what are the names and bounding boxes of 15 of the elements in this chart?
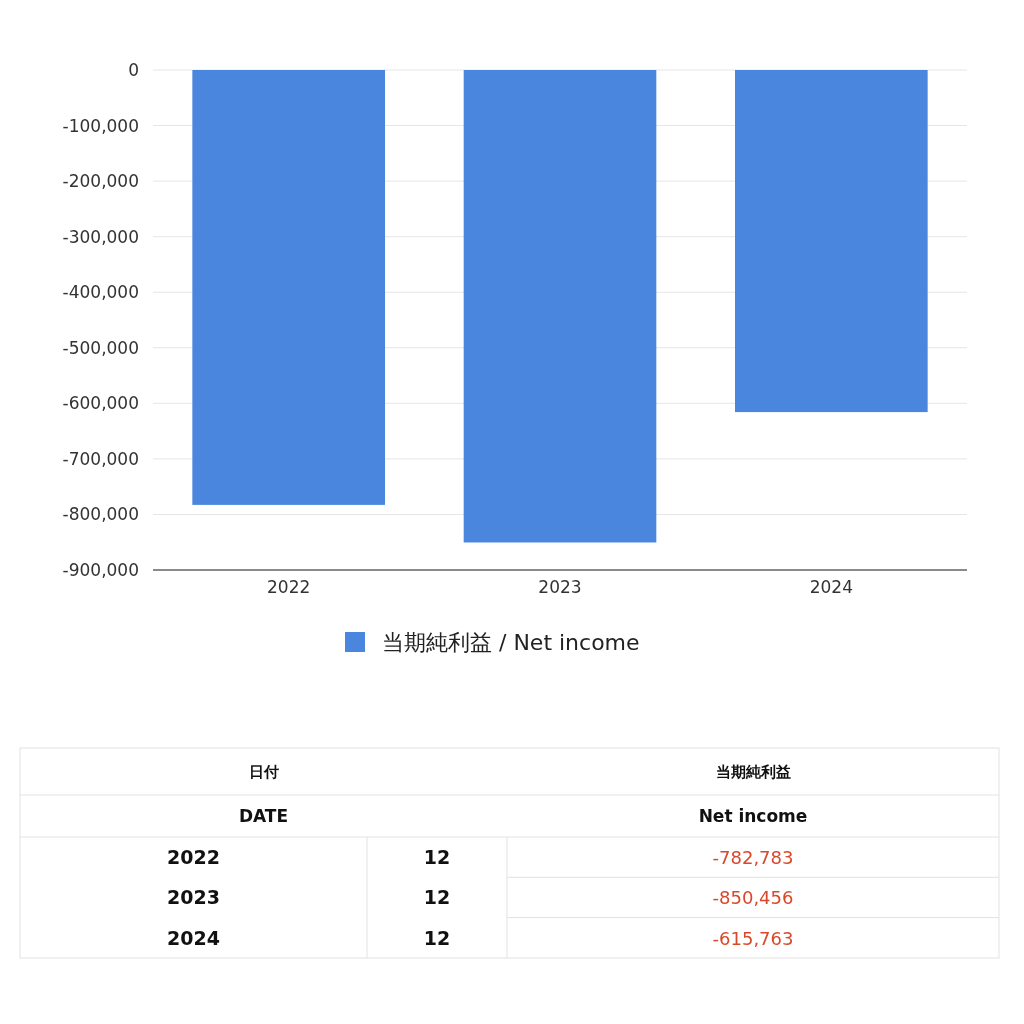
- y-tick-label: -200,000: [62, 171, 139, 192]
- legend: 当期純利益 / Net income: [345, 630, 640, 655]
- x-tick-label: 2022: [267, 577, 311, 597]
- x-tick-label: 2023: [538, 577, 582, 597]
- table: 日付 当期純利益 DATE Net income 2022 12 -782,783 2023 12 -850,456 2024 12 -615,763: [19, 747, 1000, 959]
- x-tick-label: 2024: [809, 577, 853, 597]
- y-tick-label: -400,000: [62, 282, 139, 303]
- y-tick-label: -500,000: [62, 337, 139, 358]
- y-tick-label: -300,000: [62, 226, 139, 247]
- y-tick-label: -800,000: [62, 504, 139, 525]
- y-tick-label: -100,000: [62, 115, 139, 136]
- y-tick-label: -700,000: [62, 448, 139, 469]
- y-tick-label: -900,000: [62, 560, 139, 580]
- y-tick-label: -600,000: [62, 393, 139, 414]
- y-tick-label: 0: [128, 60, 139, 80]
